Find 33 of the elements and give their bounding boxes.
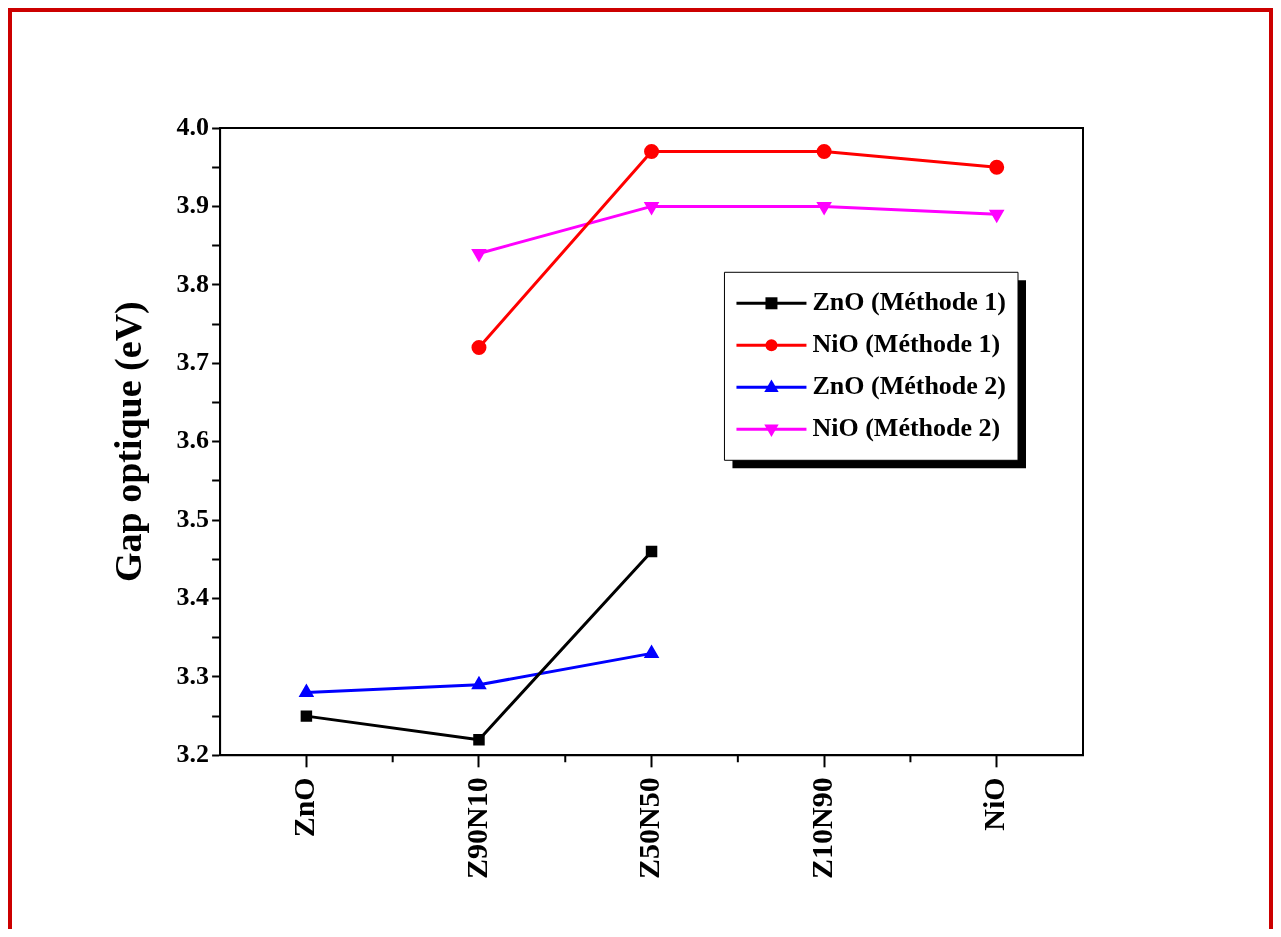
y-tick-label: 4.0 — [176, 111, 210, 141]
x-tick-label: Z50N50 — [632, 777, 666, 880]
y-tick-label: 3.8 — [176, 268, 210, 298]
point — [472, 677, 486, 690]
x-tick-label: NiO — [977, 777, 1011, 831]
y-tick-label: 3.6 — [176, 425, 210, 455]
x-tick-label: ZnO — [287, 777, 321, 838]
y-tick-label: 3.2 — [176, 739, 210, 769]
x-tick-label: Z90N10 — [459, 777, 493, 880]
legend-label: NiO (Méthode 2) — [812, 413, 1001, 442]
point — [472, 248, 486, 261]
y-tick-label: 3.3 — [176, 660, 210, 690]
point — [817, 201, 831, 214]
legend-label: ZnO (Méthode 1) — [812, 287, 1007, 316]
legend-label: NiO (Méthode 1) — [812, 329, 1001, 358]
point — [816, 144, 832, 160]
point — [644, 201, 659, 214]
y-tick-label: 3.9 — [176, 190, 210, 220]
point — [471, 340, 487, 356]
y-axis-title: Gap optique (eV) — [106, 301, 150, 583]
point — [644, 144, 660, 160]
y-tick-label: 3.5 — [176, 503, 210, 533]
y-tick-label: 3.7 — [176, 346, 210, 376]
legend-label: ZnO (Méthode 2) — [812, 371, 1007, 400]
point — [300, 710, 313, 722]
y-tick-label: 3.4 — [176, 582, 210, 612]
point — [990, 209, 1004, 222]
point — [645, 545, 658, 558]
point — [473, 733, 485, 746]
x-tick-label: Z10N90 — [804, 777, 838, 880]
point — [644, 645, 659, 658]
point — [299, 685, 314, 698]
point — [989, 159, 1005, 175]
